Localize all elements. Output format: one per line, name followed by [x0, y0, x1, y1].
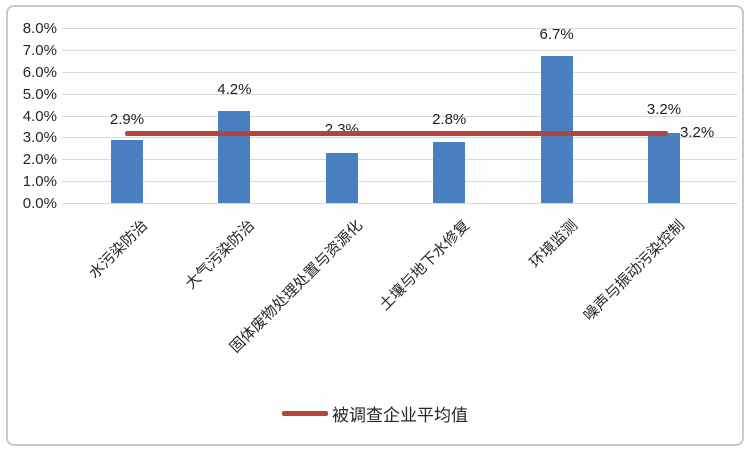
gridline [62, 49, 737, 51]
bar [433, 141, 466, 203]
bar [648, 133, 680, 203]
gridline [62, 28, 737, 29]
gridline [62, 71, 737, 73]
gridline [62, 181, 737, 183]
bar [218, 111, 251, 203]
average-line [125, 130, 668, 136]
gridline [62, 203, 737, 204]
category-label: 水污染防治 [85, 216, 152, 283]
category-label: 土壤与地下水修复 [375, 216, 474, 314]
bar [111, 139, 143, 203]
category-label: 环境监测 [525, 216, 581, 272]
bar-value-label: 3.2% [646, 100, 682, 118]
legend: 被调查企业平均值 [0, 401, 750, 426]
bar-value-label: 2.8% [432, 110, 467, 128]
y-tick-label: 7.0% [22, 41, 57, 59]
bar-value-label: 4.2% [217, 81, 252, 99]
bar [540, 56, 573, 203]
category-label: 大气污染防治 [182, 216, 259, 293]
gridline [62, 137, 737, 139]
y-tick-label: 0.0% [22, 195, 57, 212]
legend-label: 被调查企业平均值 [332, 405, 468, 426]
y-tick-label: 4.0% [22, 107, 57, 125]
y-tick-label: 1.0% [22, 173, 57, 191]
bar-value-label: 2.9% [109, 110, 145, 128]
y-tick-label: 3.0% [22, 129, 57, 147]
y-tick-label: 8.0% [22, 20, 57, 37]
y-tick-label: 5.0% [22, 85, 57, 103]
bar [325, 152, 358, 203]
gridline [62, 115, 737, 117]
legend-line-swatch [282, 410, 328, 416]
bar-value-label: 6.7% [539, 26, 574, 44]
gridline [62, 159, 737, 161]
category-label: 噪声与振动污染控制 [579, 216, 689, 325]
y-tick-label: 6.0% [22, 63, 57, 81]
gridline [62, 93, 737, 95]
average-line-value-label: 3.2% [680, 124, 715, 141]
y-tick-label: 2.0% [22, 151, 57, 169]
bar-value-label: 2.3% [324, 120, 359, 138]
